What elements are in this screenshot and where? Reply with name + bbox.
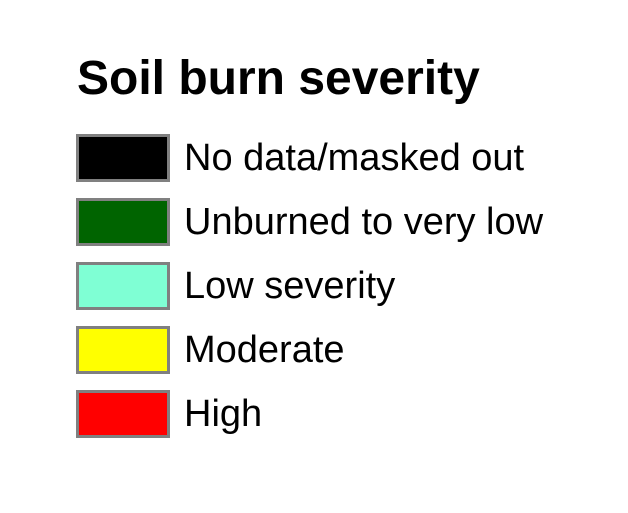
- legend-row-unburned: Unburned to very low: [76, 198, 543, 246]
- no-data-label: No data/masked out: [184, 137, 525, 179]
- unburned-label: Unburned to very low: [184, 201, 544, 243]
- low-severity-label: Low severity: [184, 265, 396, 307]
- no-data-swatch: [76, 134, 170, 182]
- legend-title: Soil burn severity: [77, 52, 480, 105]
- moderate-swatch: [76, 326, 170, 374]
- high-label: High: [184, 393, 263, 435]
- legend-row-high: High: [76, 390, 543, 438]
- high-swatch: [76, 390, 170, 438]
- moderate-label: Moderate: [184, 329, 345, 371]
- legend-row-moderate: Moderate: [76, 326, 543, 374]
- low-severity-swatch: [76, 262, 170, 310]
- legend-row-low-severity: Low severity: [76, 262, 543, 310]
- unburned-swatch: [76, 198, 170, 246]
- legend-items: No data/masked out Unburned to very low …: [76, 134, 543, 438]
- legend-row-no-data: No data/masked out: [76, 134, 543, 182]
